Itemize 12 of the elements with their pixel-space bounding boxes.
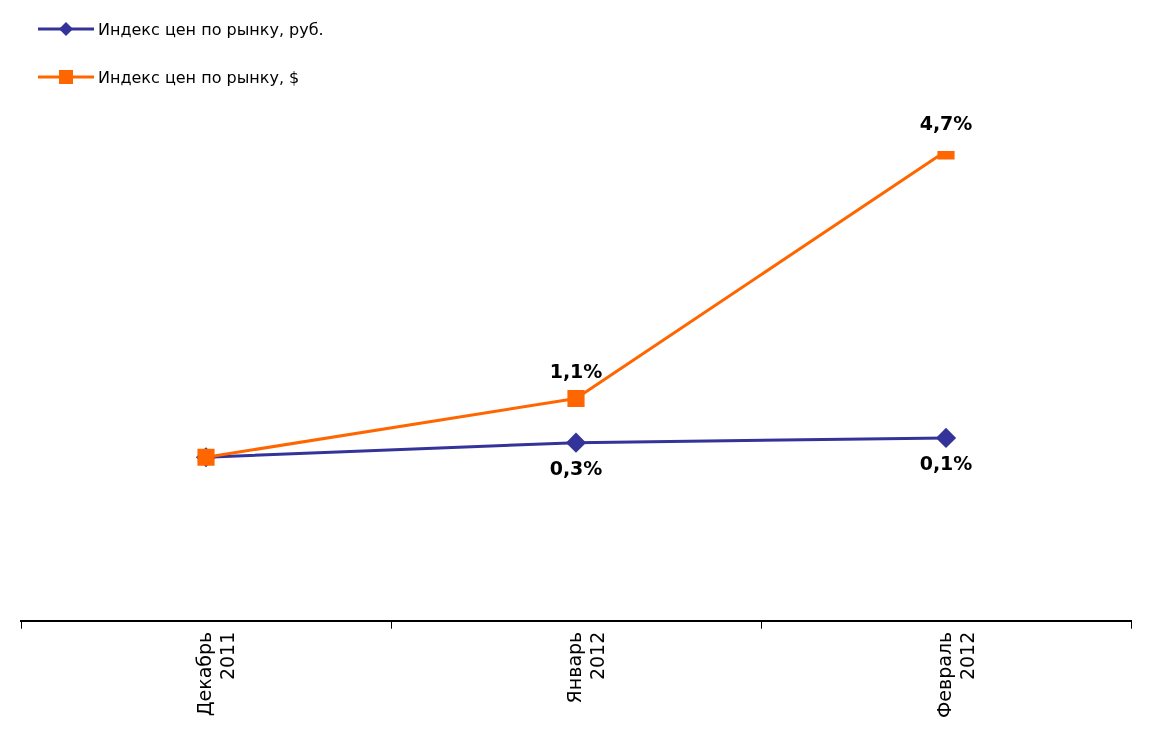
legend-label: Индекс цен по рынку, руб. [98,19,324,39]
annotation: 0,1% [919,452,973,475]
legend-label: Индекс цен по рынку, $ [98,67,300,87]
annotation: 1,1% [549,359,603,382]
x-tick-label: Февраль 2012 [932,631,978,719]
point [936,428,956,448]
annotation: 4,7% [919,112,973,135]
point [567,389,585,408]
x-tick-label: Декабрь 2011 [192,631,238,717]
x-tick-label: Январь 2012 [562,631,608,704]
point [566,433,586,453]
annotation: 0,3% [549,457,603,480]
